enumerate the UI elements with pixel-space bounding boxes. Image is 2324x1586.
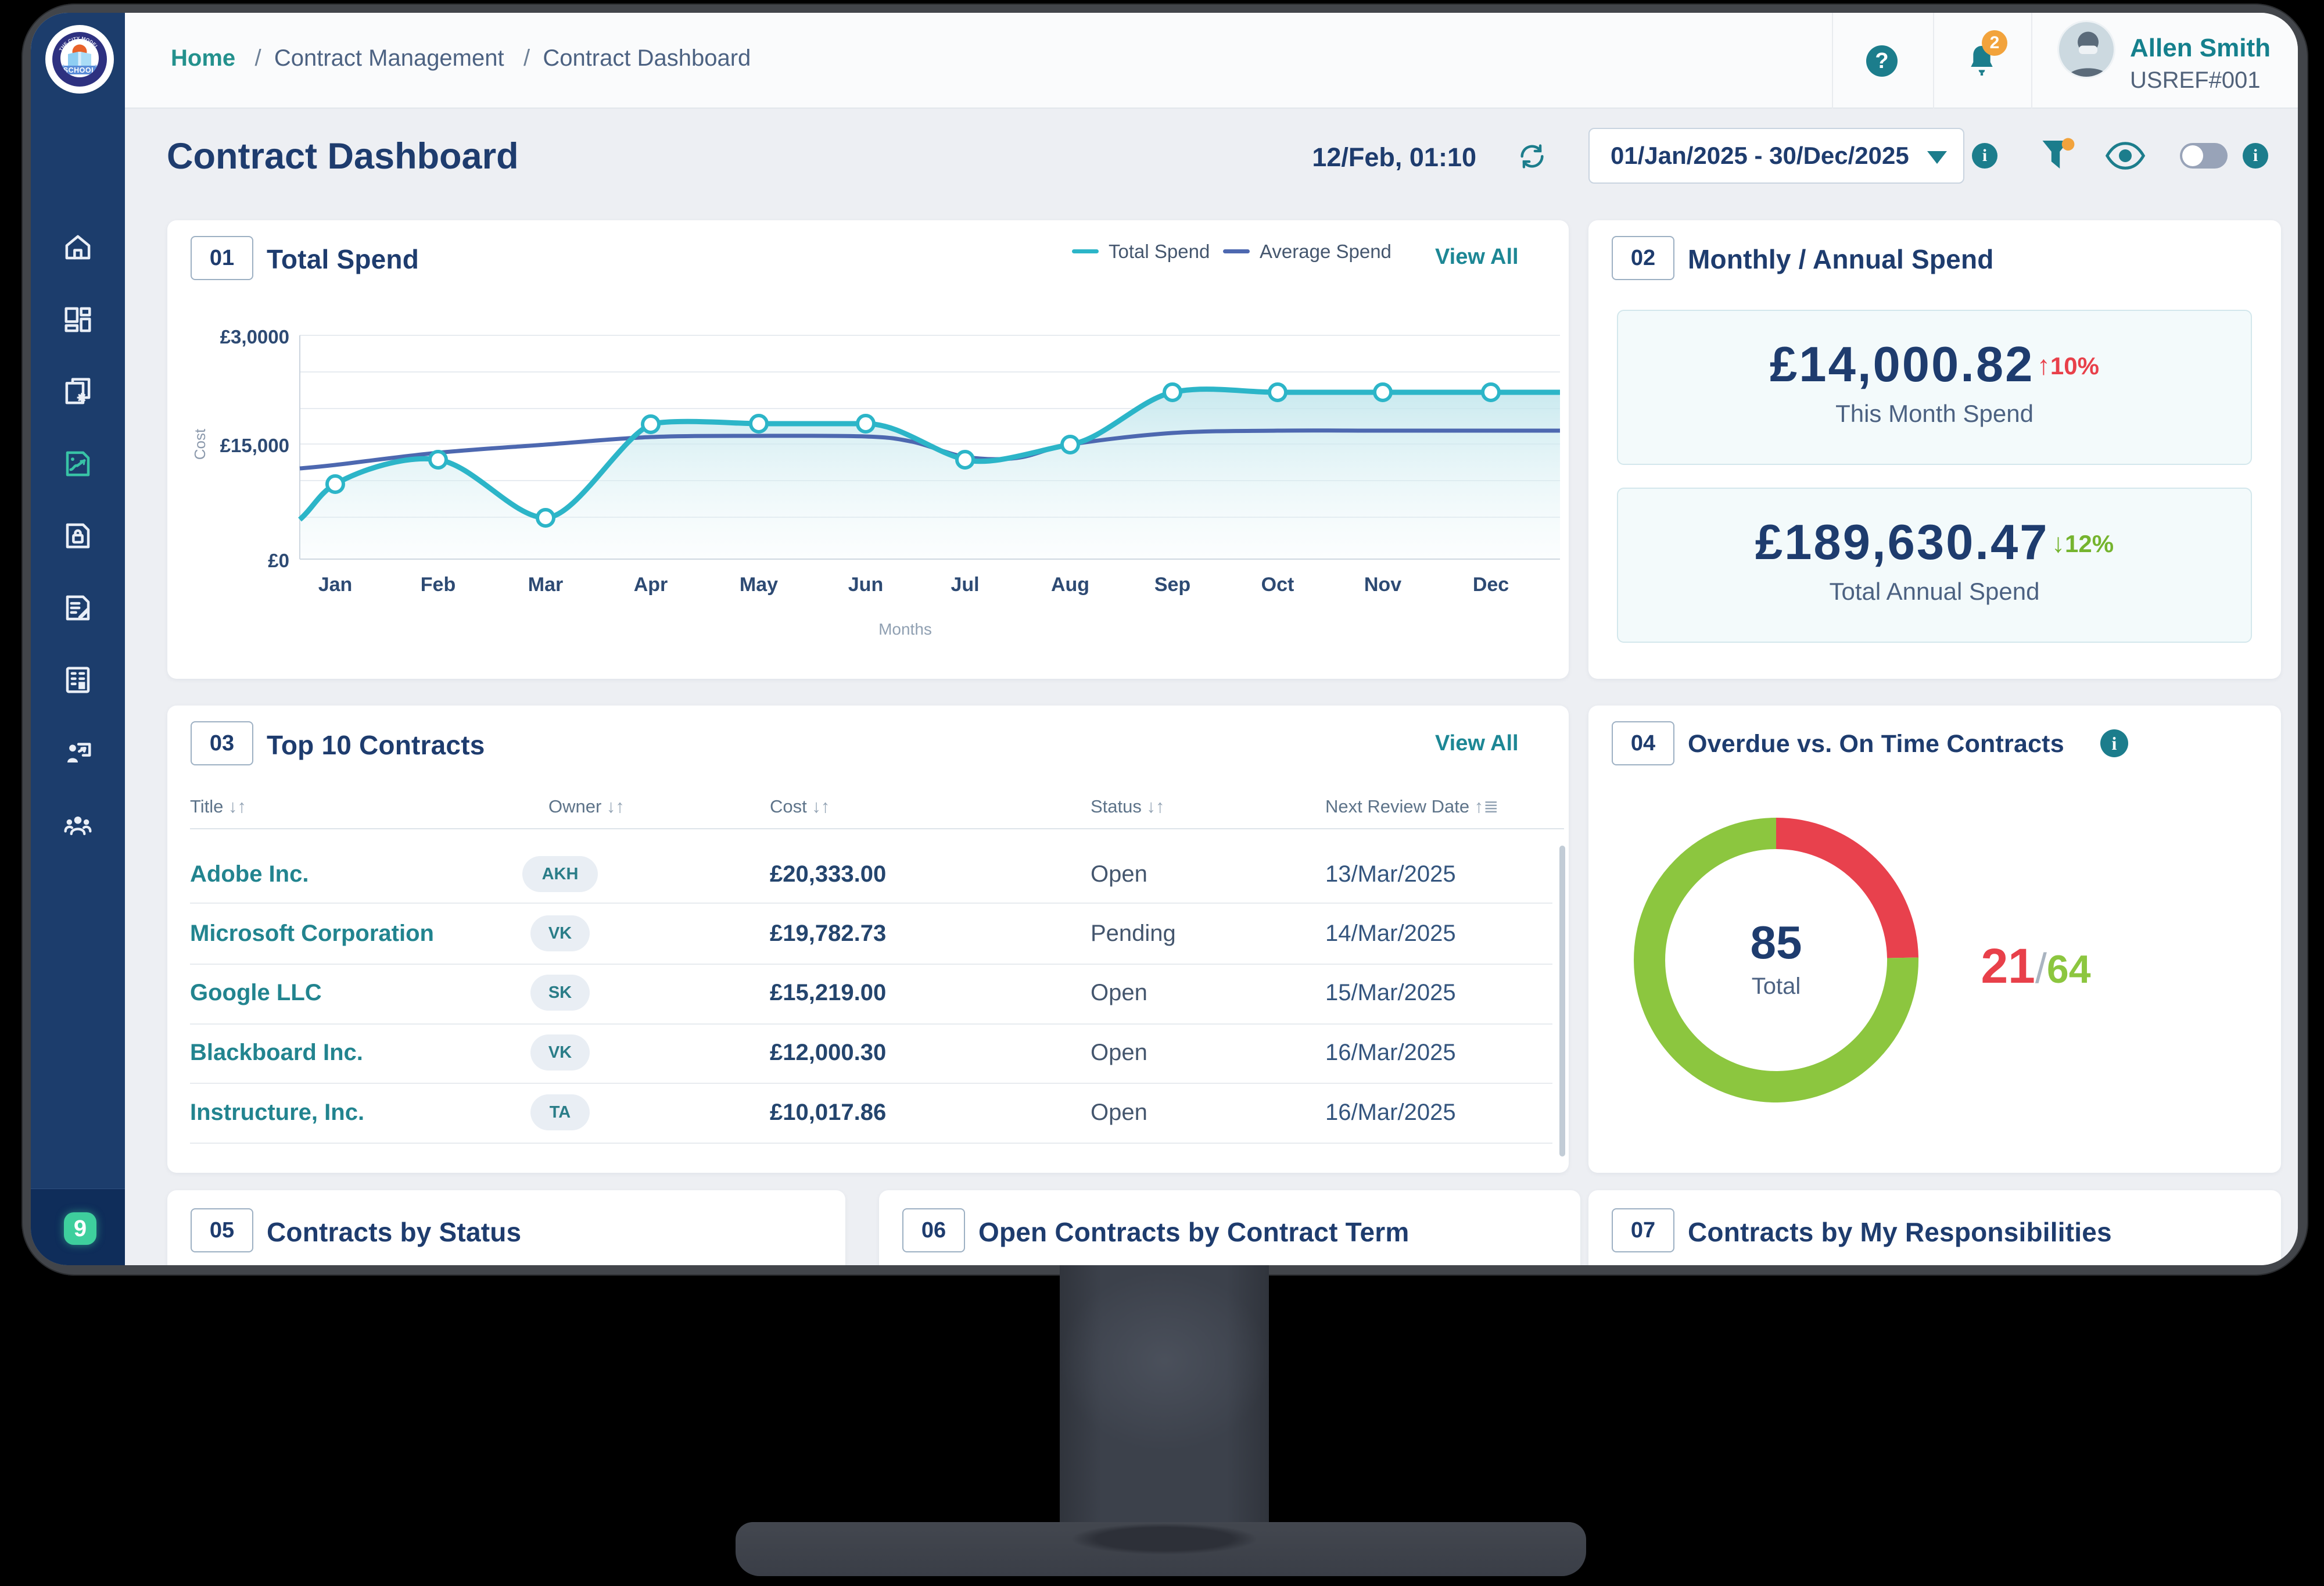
svg-text:SCHOOL: SCHOOL: [63, 66, 96, 74]
